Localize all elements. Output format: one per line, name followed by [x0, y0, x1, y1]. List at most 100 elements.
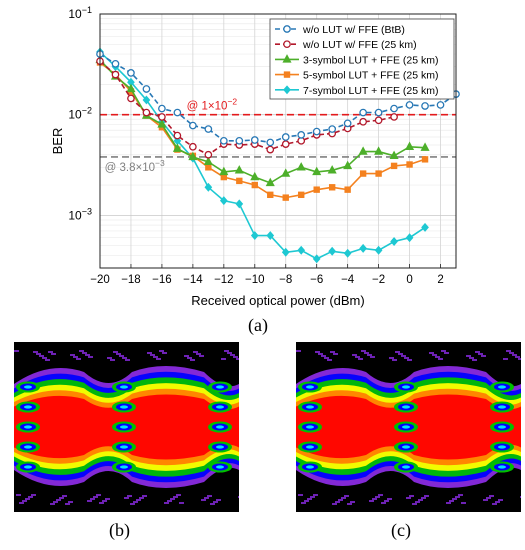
data-point: [189, 121, 197, 130]
eye-noise: [338, 499, 343, 501]
data-point: [421, 102, 429, 110]
eye-opening-core: [306, 425, 314, 429]
eye-noise: [435, 356, 440, 358]
eye-noise: [318, 353, 323, 355]
eye-noise: [36, 353, 41, 355]
data-point: [328, 246, 337, 256]
y-tick-label: 10−3: [68, 206, 92, 222]
data-point: [142, 108, 151, 117]
data-point: [266, 231, 275, 241]
eye-opening-core: [24, 445, 32, 449]
eye-noise: [153, 356, 158, 358]
data-point: [436, 101, 445, 109]
eye-noise: [335, 501, 340, 503]
data-point: [421, 222, 429, 232]
data-point: [420, 142, 430, 151]
eye-noise: [492, 503, 497, 505]
data-point: [127, 69, 135, 77]
eye-noise: [68, 501, 73, 503]
data-point: [312, 254, 321, 264]
series-line: [99, 61, 426, 199]
eye-noise: [162, 352, 167, 354]
eye-noise: [478, 353, 483, 355]
data-point: [390, 104, 398, 113]
data-point: [265, 177, 275, 187]
eye-noise: [193, 351, 198, 353]
eye-noise: [503, 358, 508, 360]
x-tick-label: −6: [310, 274, 323, 286]
eye-noise: [39, 355, 44, 357]
data-point: [374, 108, 383, 117]
eye-noise: [176, 494, 181, 496]
eye-noise: [79, 350, 84, 352]
data-point: [298, 191, 305, 199]
data-point: [375, 170, 382, 177]
eye-noise: [45, 359, 50, 361]
eye-noise: [51, 353, 56, 355]
reference-label: @ 3.8×10−3: [105, 158, 165, 174]
data-point: [327, 165, 337, 174]
eye-noise: [475, 351, 480, 353]
eye-noise: [350, 501, 355, 503]
series-4: [96, 59, 429, 201]
eye-opening-core: [402, 385, 410, 389]
eye-b-pattern: [14, 350, 239, 505]
eye-noise: [56, 499, 61, 501]
data-point: [282, 194, 289, 201]
eye-opening-core: [216, 425, 224, 429]
eye-noise: [107, 357, 112, 359]
eye-noise: [173, 496, 178, 498]
x-tick-label: −4: [341, 274, 355, 286]
eye-noise: [48, 351, 53, 353]
eye-noise: [50, 503, 55, 505]
eye-noise: [358, 358, 363, 360]
data-point: [219, 196, 228, 206]
eye-noise: [142, 495, 147, 497]
eye-noise: [125, 359, 130, 361]
eye-noise: [190, 359, 195, 361]
eye-noise: [102, 500, 107, 502]
data-point: [374, 146, 384, 155]
eye-noise: [99, 502, 104, 504]
legend-marker: [283, 25, 291, 33]
data-point: [142, 95, 151, 105]
data-point: [220, 173, 228, 181]
eye-noise: [352, 354, 357, 356]
data-point: [205, 164, 212, 171]
eye-noise: [404, 357, 409, 359]
data-point: [235, 136, 244, 145]
x-tick-label: −2: [372, 274, 385, 286]
eye-noise: [119, 355, 124, 357]
data-point: [111, 70, 120, 79]
data-point: [219, 136, 228, 145]
data-point: [142, 85, 151, 93]
eye-noise: [444, 352, 449, 354]
x-tick-label: 2: [437, 274, 443, 286]
y-tick-label: 10−1: [68, 5, 92, 21]
data-point: [358, 146, 368, 155]
eye-noise: [167, 500, 172, 502]
eye-noise: [238, 496, 239, 498]
eye-noise: [355, 356, 360, 358]
reference-label: @ 1×10−2: [187, 97, 238, 113]
eye-noise: [130, 503, 135, 505]
eye-noise: [184, 355, 189, 357]
data-point: [297, 245, 306, 255]
eye-diagram-c: [296, 342, 521, 512]
data-point: [343, 160, 353, 170]
data-point: [250, 136, 259, 144]
eye-noise: [196, 353, 201, 355]
x-tick-label: −20: [90, 274, 110, 286]
x-tick-label: −18: [121, 274, 141, 286]
eye-noise: [489, 495, 494, 497]
eye-noise: [76, 358, 81, 360]
eye-noise: [16, 494, 21, 496]
eye-noise: [90, 498, 95, 500]
data-point: [421, 156, 429, 163]
data-point: [390, 113, 398, 121]
eye-noise: [361, 350, 366, 352]
data-point: [266, 145, 275, 154]
eye-noise: [389, 357, 394, 359]
eye-noise: [461, 502, 466, 504]
data-point: [405, 101, 414, 109]
